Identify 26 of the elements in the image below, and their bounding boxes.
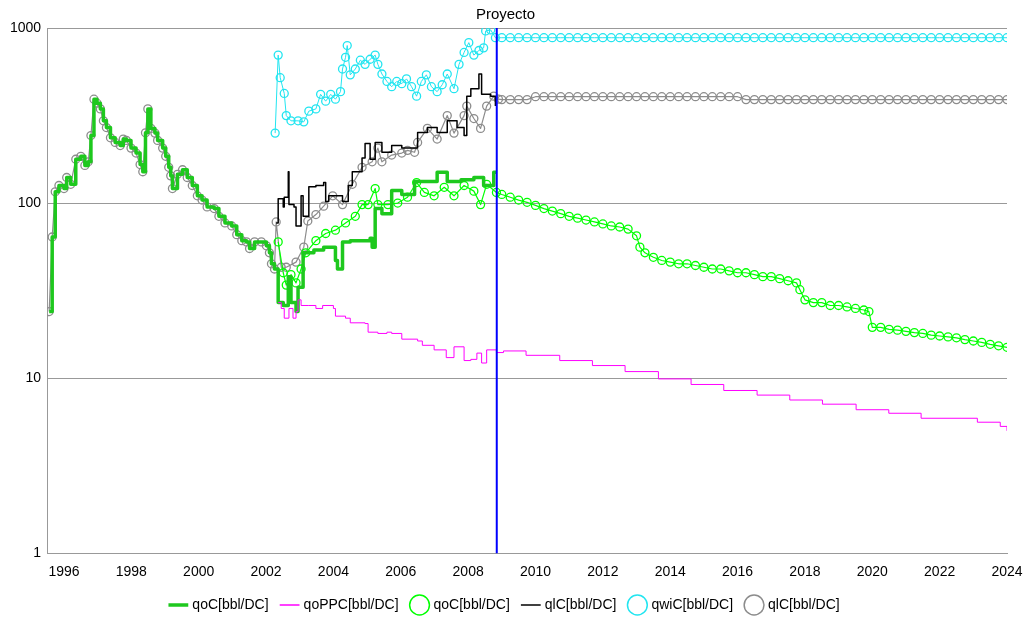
x-tick-label: 2016 (721, 563, 754, 580)
x-tick-label: 2000 (183, 563, 215, 580)
y-tick-label: 1 (33, 544, 42, 561)
y-tick-label: 100 (17, 193, 42, 210)
y-tick-label: 1000 (9, 18, 42, 35)
x-tick-label: 2010 (519, 563, 552, 580)
x-tick-label: 2012 (587, 563, 619, 580)
x-tick-label: 2006 (385, 563, 417, 580)
x-tick-label: 2002 (250, 563, 282, 580)
legend-label: qlC[bbl/DC] (544, 595, 617, 612)
x-tick-label: 2024 (991, 563, 1023, 580)
legend-label: qoC[bbl/DC] (192, 595, 269, 612)
x-tick-label: 2014 (654, 563, 686, 580)
x-tick-label: 2008 (452, 563, 484, 580)
legend-label: qwiC[bbl/DC] (651, 595, 734, 612)
x-tick-label: 2018 (789, 563, 821, 580)
chart-title: Proyecto (475, 5, 536, 23)
x-tick-label: 1996 (48, 563, 80, 580)
legend-label: qoPPC[bbl/DC] (303, 595, 399, 612)
legend-label: qoC[bbl/DC] (433, 595, 510, 612)
x-tick-label: 2020 (856, 563, 889, 580)
x-tick-label: 1998 (115, 563, 148, 580)
y-tick-label: 10 (25, 368, 42, 385)
x-tick-label: 2004 (317, 563, 350, 580)
legend-label: qlC[bbl/DC] (768, 595, 840, 612)
x-tick-label: 2022 (924, 563, 956, 580)
